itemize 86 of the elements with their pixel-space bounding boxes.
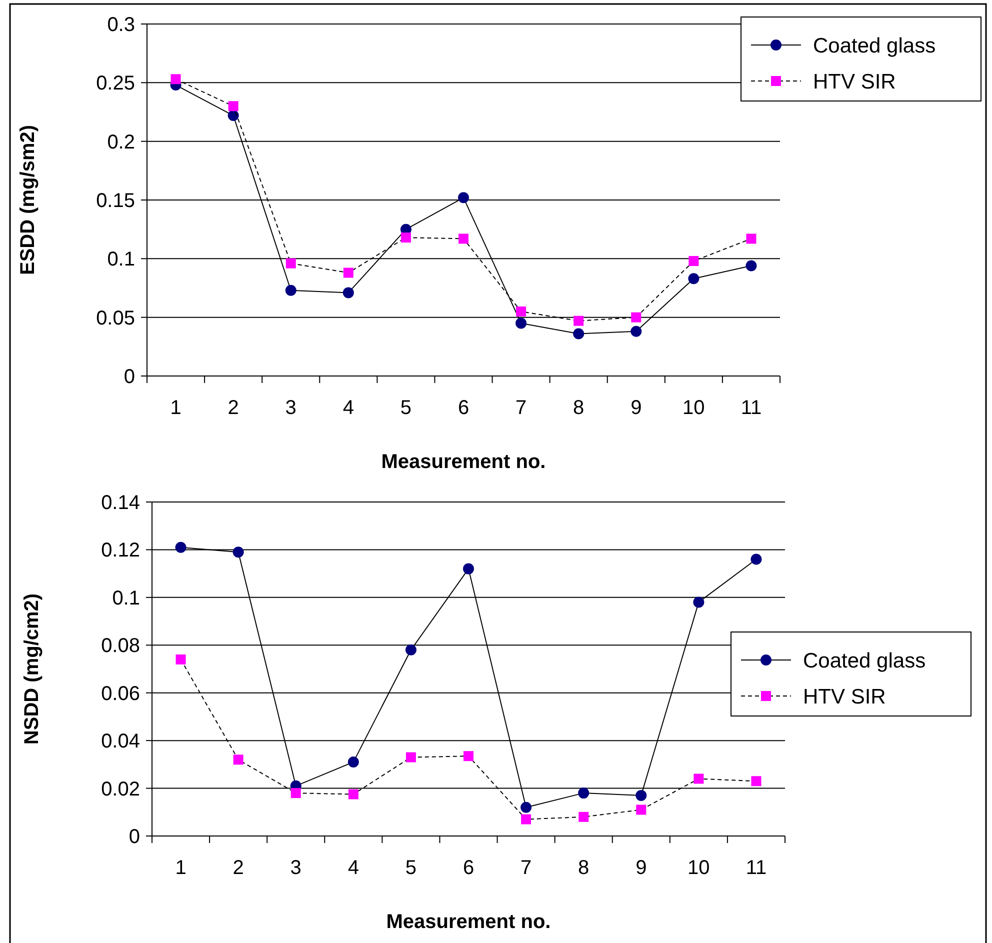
point [750, 554, 762, 565]
x-tick-label: 11 [740, 397, 762, 419]
x-tick-label: 10 [688, 857, 710, 879]
point [458, 192, 469, 204]
y-tick-label: 0.2 [107, 131, 135, 154]
point [175, 542, 186, 553]
point [343, 268, 354, 278]
x-tick-label: 1 [170, 397, 182, 419]
x-tick-label: 7 [520, 857, 532, 879]
y-tick-label: 0.12 [101, 540, 140, 562]
x-tick-label: 2 [228, 397, 239, 419]
x-tick-label: 6 [458, 397, 470, 419]
point [516, 306, 526, 316]
x-tick-label: 3 [290, 857, 302, 879]
y-tick-label: 0.02 [101, 778, 140, 800]
point [232, 546, 244, 558]
y-axis-title: NSDD (mg/cm2) [21, 593, 43, 745]
y-tick-label: 0.06 [101, 682, 140, 705]
point [573, 328, 584, 340]
x-tick-label: 9 [636, 857, 647, 879]
legend-label: Coated glass [813, 34, 936, 58]
point [521, 814, 532, 824]
x-tick-label: 6 [462, 857, 474, 879]
point [688, 273, 700, 284]
y-tick-label: 0.04 [101, 730, 140, 753]
point [636, 790, 647, 801]
point [636, 804, 646, 815]
x-tick-label: 1 [175, 857, 186, 879]
x-tick-label: 7 [515, 397, 527, 419]
point [290, 788, 301, 798]
point [578, 788, 590, 799]
point [630, 326, 642, 337]
y-tick-label: 0 [128, 826, 140, 848]
y-tick-label: 0.3 [107, 14, 135, 36]
x-tick-label: 4 [348, 857, 359, 879]
point [342, 287, 354, 298]
y-tick-label: 0.05 [96, 307, 135, 330]
point [348, 756, 359, 768]
point [694, 774, 704, 784]
point [286, 258, 296, 268]
point [228, 110, 239, 122]
point [751, 776, 762, 786]
x-tick-label: 8 [578, 857, 590, 879]
x-axis-title: Measurement no. [386, 911, 551, 933]
point [233, 754, 244, 765]
x-tick-label: 8 [573, 397, 584, 419]
point [688, 256, 699, 266]
y-tick-label: 0.1 [112, 587, 140, 610]
point [693, 596, 704, 608]
point [516, 318, 527, 329]
point [746, 234, 756, 244]
y-tick-label: 0 [124, 366, 135, 388]
point [631, 312, 642, 322]
point [348, 789, 358, 800]
point [520, 802, 532, 813]
point [463, 563, 474, 574]
y-tick-label: 0.14 [101, 492, 140, 514]
legend-label: Coated glass [803, 649, 926, 672]
legend-label: HTV SIR [803, 685, 886, 708]
x-tick-label: 3 [285, 397, 296, 419]
x-tick-label: 10 [682, 397, 705, 419]
y-tick-label: 0.15 [96, 190, 135, 212]
point [574, 316, 584, 326]
legend-label: HTV SIR [813, 70, 896, 94]
point [405, 644, 416, 656]
point [285, 284, 296, 296]
y-axis-title: ESDD (mg/sm2) [17, 124, 39, 276]
x-tick-label: 5 [405, 857, 417, 879]
x-tick-label: 2 [232, 857, 244, 879]
x-tick-label: 4 [342, 397, 354, 419]
y-tick-label: 0.25 [96, 72, 135, 95]
point [400, 232, 411, 243]
x-tick-label: 9 [630, 397, 642, 419]
x-tick-label: 11 [746, 857, 767, 879]
point [228, 101, 238, 112]
point [458, 234, 468, 244]
y-tick-label: 0.1 [107, 248, 135, 271]
y-tick-label: 0.08 [101, 635, 140, 658]
point [176, 654, 186, 664]
point [746, 260, 757, 272]
point [170, 74, 181, 84]
x-tick-label: 5 [400, 397, 412, 419]
point [406, 752, 416, 762]
point [464, 751, 474, 762]
point [578, 812, 589, 822]
x-axis-title: Measurement no. [381, 451, 546, 473]
